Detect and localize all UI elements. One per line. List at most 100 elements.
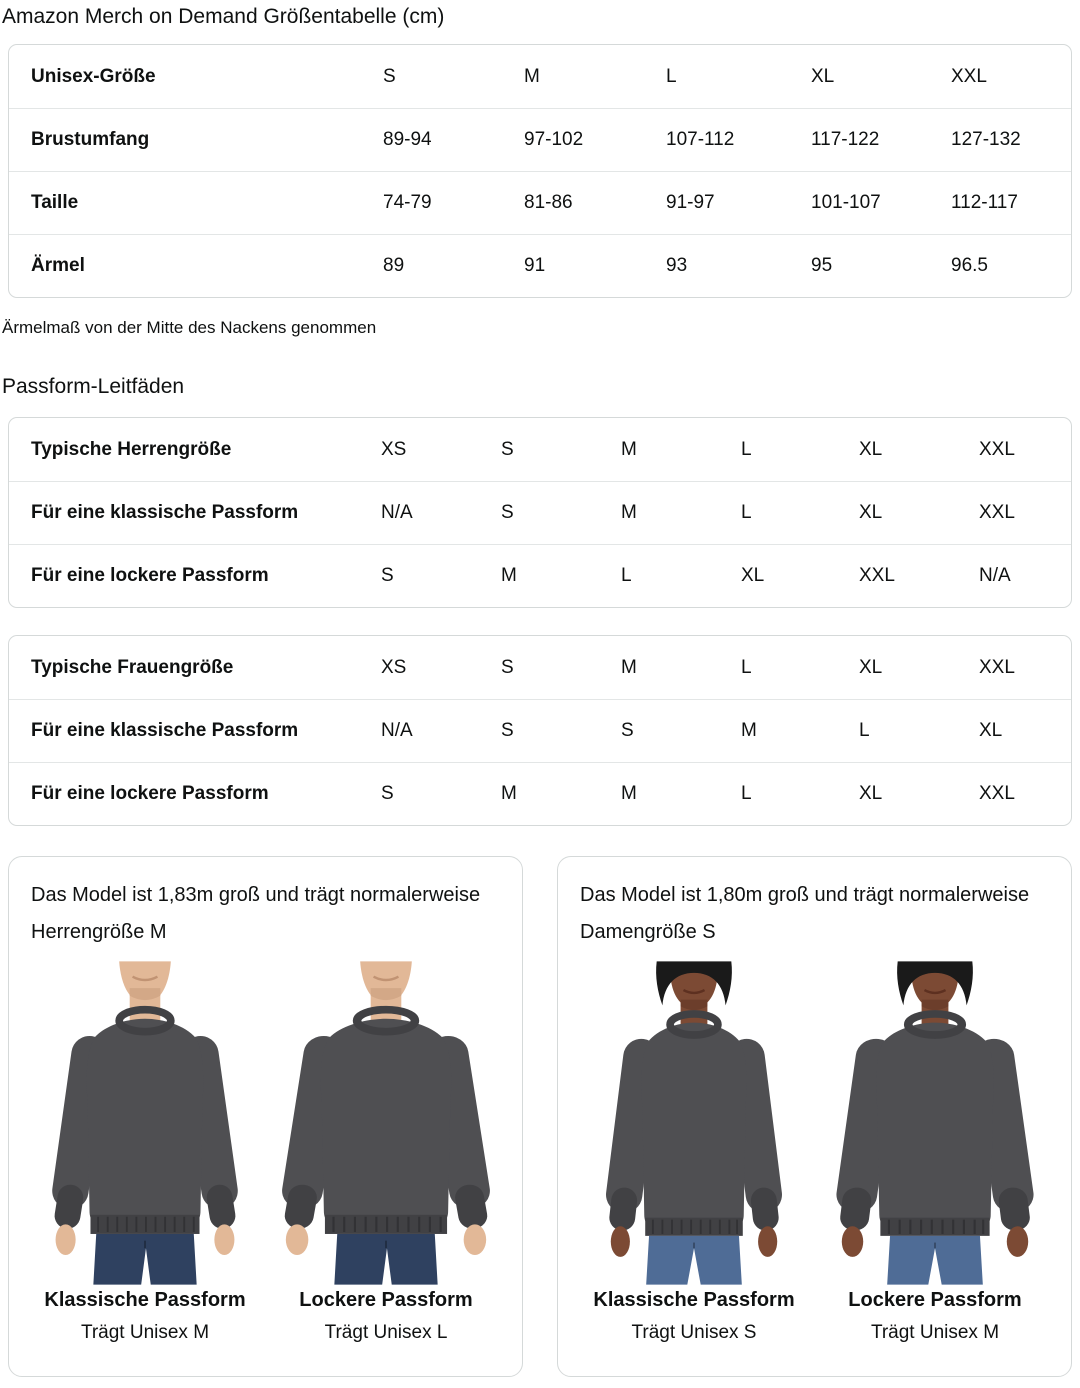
table-row: Ärmel 89 91 93 95 96.5: [9, 234, 1071, 297]
row-label: Für eine klassische Passform: [31, 720, 299, 741]
cell: M: [621, 502, 637, 523]
cell: 112-117: [951, 192, 1018, 213]
row-label: Unisex-Größe: [31, 65, 156, 87]
cell: M: [524, 65, 540, 87]
row-label: Typische Frauengröße: [31, 656, 234, 678]
row-label: Ärmel: [31, 255, 85, 276]
mens-model-card: Das Model ist 1,83m groß und trägt norma…: [8, 856, 523, 1377]
photo-pair: Klassische Passform Trägt Unisex M: [31, 961, 500, 1345]
table-row: Für eine lockere Passform S M M L XL XXL: [9, 762, 1071, 825]
cell: M: [741, 720, 757, 741]
page-title: Amazon Merch on Demand Größentabelle (cm…: [2, 5, 445, 28]
cell: 93: [666, 255, 688, 276]
cell: 74-79: [383, 192, 432, 213]
mens-loose-fit-figure: Lockere Passform Trägt Unisex L: [272, 961, 500, 1345]
cell: XXL: [979, 656, 1015, 678]
cell: 91: [524, 255, 546, 276]
fit-caption-title: Lockere Passform: [299, 1289, 473, 1311]
fit-caption-sub: Trägt Unisex M: [870, 1322, 1000, 1343]
table-row: Taille 74-79 81-86 91-97 101-107 112-117: [9, 171, 1071, 234]
cell: M: [621, 656, 637, 678]
table-row: Brustumfang 89-94 97-102 107-112 117-122…: [9, 108, 1071, 171]
cell: L: [741, 783, 752, 804]
cell: XL: [741, 565, 765, 586]
cell: L: [859, 720, 870, 741]
fit-caption-title: Klassische Passform: [593, 1289, 795, 1311]
cell: 95: [811, 255, 833, 276]
cell: XL: [859, 502, 883, 523]
cell: XS: [381, 656, 407, 678]
table-row: Für eine klassische Passform N/A S M L X…: [9, 481, 1071, 544]
cell: M: [501, 783, 517, 804]
model-description: Das Model ist 1,80m groß und trägt norma…: [580, 884, 1030, 943]
sleeve-measure-note: Ärmelmaß von der Mitte des Nackens genom…: [2, 318, 377, 337]
cell: S: [381, 565, 394, 586]
cell: XXL: [979, 438, 1015, 460]
cell: XL: [859, 783, 883, 804]
cell: N/A: [381, 720, 413, 741]
cell: L: [741, 656, 752, 678]
womens-model-card: Das Model ist 1,80m groß und trägt norma…: [557, 856, 1072, 1377]
cell: 101-107: [811, 192, 881, 213]
cell: N/A: [979, 565, 1011, 586]
cell: M: [621, 438, 637, 460]
cell: M: [621, 783, 637, 804]
cell: 89: [383, 255, 405, 276]
womens-classic-fit-photo: [606, 961, 782, 1285]
cell: 96.5: [951, 255, 988, 276]
row-label: Für eine klassische Passform: [31, 502, 299, 523]
cell: XS: [381, 438, 407, 460]
row-label: Für eine lockere Passform: [31, 783, 269, 804]
unisex-size-table: Unisex-Größe S M L XL XXL Brustumfang 89…: [8, 44, 1072, 298]
fit-guides-heading: Passform-Leitfäden: [2, 375, 185, 398]
cell: S: [501, 502, 514, 523]
fit-caption-sub: Trägt Unisex M: [80, 1322, 210, 1343]
cell: S: [501, 438, 514, 460]
cell: M: [501, 565, 517, 586]
cell: S: [383, 65, 396, 87]
cell: XL: [979, 720, 1003, 741]
fit-caption-title: Lockere Passform: [848, 1289, 1022, 1311]
table-row: Unisex-Größe S M L XL XXL: [9, 45, 1071, 108]
row-label: Typische Herrengröße: [31, 438, 232, 460]
fit-caption: Lockere Passform Trägt Unisex L: [272, 1287, 500, 1345]
row-label: Taille: [31, 192, 79, 213]
table-row: Für eine lockere Passform S M L XL XXL N…: [9, 544, 1071, 607]
womens-fit-table: Typische Frauengröße XS S M L XL XXL Für…: [8, 635, 1072, 826]
cell: 97-102: [524, 129, 584, 150]
cell: 107-112: [666, 129, 735, 150]
model-cards-row: Das Model ist 1,83m groß und trägt norma…: [8, 856, 1072, 1377]
cell: 127-132: [951, 129, 1021, 150]
cell: L: [621, 565, 632, 586]
mens-classic-fit-photo: [52, 961, 238, 1285]
cell: 117-122: [811, 129, 880, 150]
cell: XXL: [979, 783, 1015, 804]
cell: L: [666, 65, 677, 87]
row-label: Für eine lockere Passform: [31, 565, 269, 586]
fit-caption-sub: Trägt Unisex S: [631, 1322, 757, 1343]
model-description: Das Model ist 1,83m groß und trägt norma…: [31, 884, 481, 943]
cell: XL: [859, 656, 883, 678]
cell: XL: [811, 65, 835, 87]
mens-classic-fit-figure: Klassische Passform Trägt Unisex M: [31, 961, 259, 1345]
cell: S: [621, 720, 634, 741]
fit-caption: Lockere Passform Trägt Unisex M: [821, 1287, 1049, 1345]
fit-caption: Klassische Passform Trägt Unisex M: [31, 1287, 259, 1345]
cell: S: [501, 656, 514, 678]
cell: N/A: [381, 502, 413, 523]
womens-loose-fit-photo: [836, 961, 1034, 1285]
cell: 91-97: [666, 192, 715, 213]
mens-loose-fit-photo: [282, 961, 490, 1285]
womens-classic-fit-figure: Klassische Passform Trägt Unisex S: [580, 961, 808, 1345]
table-row: Für eine klassische Passform N/A S S M L…: [9, 699, 1071, 762]
cell: L: [741, 438, 752, 460]
cell: L: [741, 502, 752, 523]
cell: XXL: [859, 565, 895, 586]
fit-caption: Klassische Passform Trägt Unisex S: [580, 1287, 808, 1345]
cell: XXL: [979, 502, 1015, 523]
cell: XXL: [951, 65, 987, 87]
fit-caption-title: Klassische Passform: [44, 1289, 246, 1311]
cell: 81-86: [524, 192, 573, 213]
fit-caption-sub: Trägt Unisex L: [324, 1322, 448, 1343]
